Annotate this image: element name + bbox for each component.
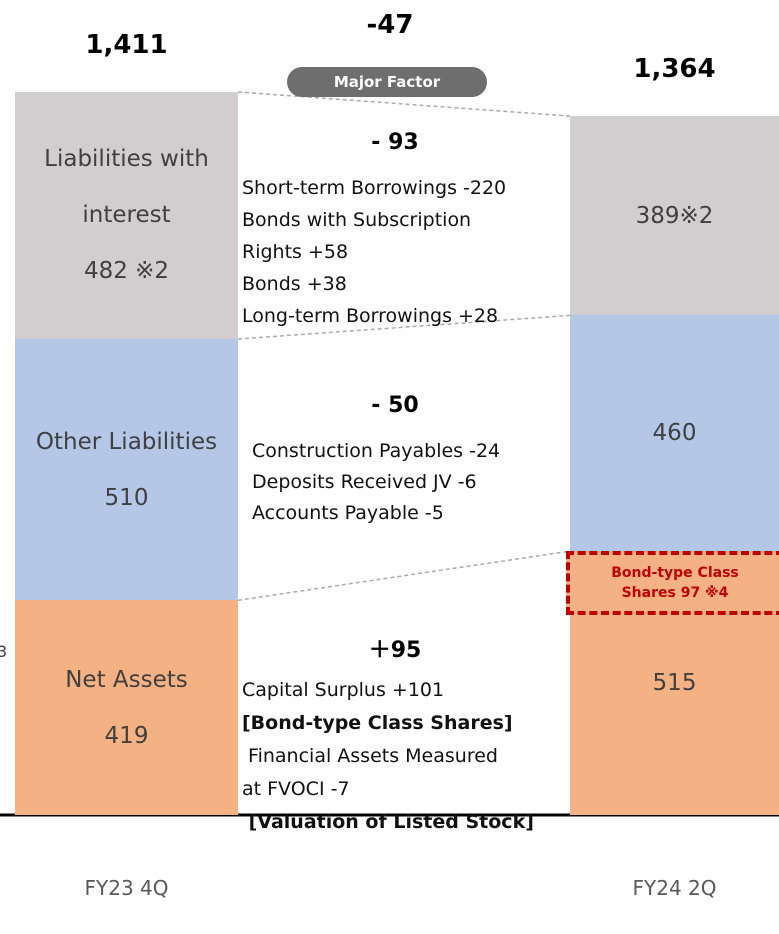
factor-line: at FVOCI -7 (242, 778, 350, 800)
bar-segment: 460 (570, 315, 779, 552)
segment-name: Net Assets (65, 666, 188, 693)
category-label: FY24 2Q (632, 876, 717, 900)
bar-segment: Net Assets 419 (15, 600, 238, 815)
value-label: 510 (104, 484, 149, 511)
factor-line: Rights +58 (242, 241, 349, 263)
bar-segment: Liabilities with interest 482 ※2 (15, 92, 238, 339)
factor-line: Accounts Payable -5 (252, 502, 444, 524)
factor-line: Bonds +38 (242, 273, 347, 295)
value-label: 482 ※2 (83, 258, 170, 285)
difference-label: -47 (366, 10, 414, 40)
bar-segment: Other Liabilities 510 (15, 338, 238, 601)
value-label: 419 (104, 722, 149, 749)
segment-name: Other Liabilities (35, 428, 218, 455)
factor-line: Short-term Borrowings -220 (242, 177, 507, 199)
highlight-box: Bond-type Class Shares 97 ※4 (566, 551, 779, 616)
factor-line: Financial Assets Measured (242, 745, 498, 767)
factor-pill: Major Factor (287, 67, 487, 97)
factor-line: [Valuation of Listed Stock] (242, 811, 534, 833)
factor-line: Long-term Borrowings +28 (242, 305, 499, 327)
factor-line: Construction Payables -24 (252, 440, 501, 462)
value-label: 389※2 (635, 202, 714, 229)
factor-value: - 93 (371, 130, 419, 155)
connector-line (237, 550, 571, 602)
factor-value: ＋95 (368, 638, 422, 663)
factor-value: - 50 (371, 393, 419, 418)
factor-line: Capital Surplus +101 (242, 679, 445, 701)
edge-fragment: 3 (0, 642, 8, 661)
bar-segment: 389※2 (570, 116, 779, 316)
segment-name: Liabilities with interest (44, 146, 209, 229)
factor-line: Deposits Received JV -6 (252, 471, 477, 493)
value-label: 460 (652, 420, 697, 447)
total-label: 1,411 (85, 30, 168, 60)
category-label: FY23 4Q (84, 876, 169, 900)
value-label: 515 (652, 670, 697, 697)
total-label: 1,364 (633, 54, 716, 85)
factor-line: Bonds with Subscription (242, 209, 472, 231)
factor-line: [Bond-type Class Shares] (242, 712, 513, 734)
